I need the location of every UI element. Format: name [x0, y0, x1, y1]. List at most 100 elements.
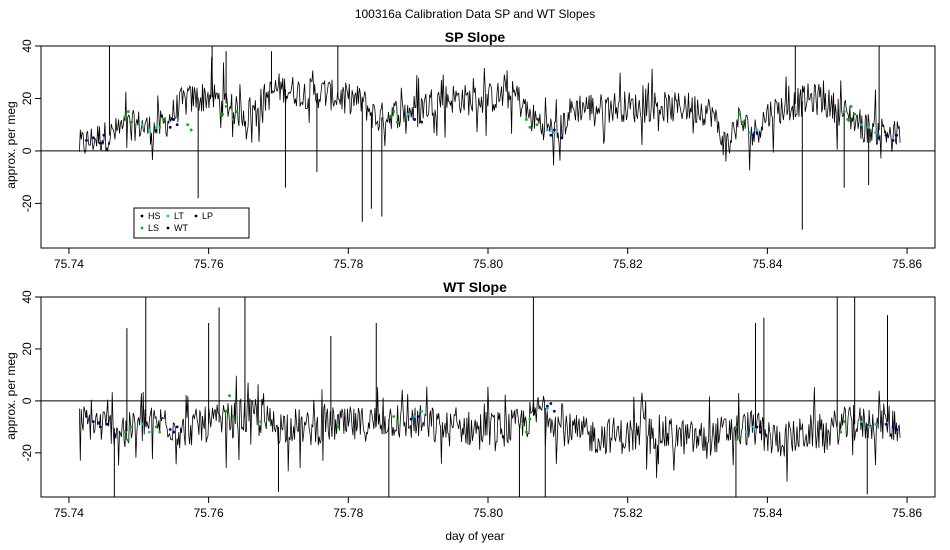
- point-ls: [528, 417, 532, 421]
- y-tick-label: 40: [20, 39, 34, 53]
- x-tick-label: 75.82: [613, 257, 643, 271]
- point-ls: [738, 112, 741, 116]
- point-lt: [420, 409, 424, 413]
- point-lt: [867, 125, 871, 129]
- point-ls: [231, 415, 235, 418]
- point-hs: [168, 125, 172, 129]
- point-hs: [891, 139, 895, 142]
- point-ls: [528, 125, 532, 129]
- point-ls: [842, 420, 846, 424]
- point-lt: [752, 425, 755, 429]
- point-ls: [186, 123, 190, 127]
- series-line-wt: [79, 375, 901, 482]
- legend-label-ls: LS: [148, 223, 159, 233]
- point-hs: [752, 133, 755, 137]
- x-tick-label: 75.84: [752, 257, 782, 271]
- point-hs: [895, 428, 898, 431]
- x-tick-label: 75.74: [54, 506, 84, 520]
- series-group: [79, 297, 901, 497]
- point-ls: [130, 425, 134, 429]
- y-tick-label: 20: [20, 91, 34, 105]
- legend-label-lt: LT: [174, 211, 184, 221]
- legend-marker-lp: [194, 214, 198, 218]
- legend: HS LT LP LS WT: [133, 207, 250, 239]
- point-hs: [755, 425, 759, 429]
- point-hs: [105, 422, 109, 426]
- x-tick-label: 75.86: [892, 257, 922, 271]
- panel-wt-slope: WT Slope approx. per meg 75.74 75.76 75.78…: [4, 279, 936, 520]
- point-ls: [189, 128, 193, 132]
- point-ls: [123, 115, 127, 119]
- point-ls: [126, 110, 130, 113]
- point-ls: [839, 430, 843, 434]
- point-ls: [525, 118, 528, 121]
- point-hs: [884, 133, 888, 137]
- point-lt: [874, 131, 878, 134]
- point-lt: [748, 131, 752, 134]
- point-hs: [175, 425, 179, 429]
- point-hs: [84, 415, 88, 418]
- y-tick-label: -20: [20, 194, 34, 212]
- point-hs: [884, 422, 888, 426]
- point-ls: [158, 125, 162, 129]
- point-hs: [758, 430, 762, 434]
- point-ls: [734, 425, 738, 429]
- y-tick-label: -20: [20, 444, 34, 462]
- point-ls: [741, 120, 745, 124]
- point-hs: [91, 136, 95, 140]
- panel-title-sp-slope: SP Slope: [445, 29, 506, 45]
- x-tick-label: 75.82: [613, 506, 643, 520]
- point-ls: [235, 110, 238, 113]
- point-lt: [154, 125, 158, 129]
- x-tick-label: 75.80: [473, 506, 503, 520]
- x-tick-label: 75.78: [333, 257, 363, 271]
- point-lt: [406, 112, 410, 116]
- legend-marker-wt: [166, 226, 170, 230]
- point-ls: [849, 104, 853, 108]
- point-lt: [413, 415, 417, 418]
- point-lt: [147, 430, 151, 434]
- point-hs: [552, 128, 556, 132]
- y-axis-label-wt: approx. per meg: [4, 352, 18, 439]
- series-line-wt: [79, 56, 901, 171]
- point-hs: [172, 118, 176, 121]
- point-ls: [161, 118, 165, 121]
- point-hs: [84, 139, 88, 142]
- x-tick-label: 75.78: [333, 506, 363, 520]
- point-ls: [224, 104, 228, 108]
- point-lt: [140, 422, 144, 426]
- point-hs: [102, 133, 106, 137]
- y-tick-label: 40: [20, 290, 34, 304]
- point-ls: [259, 420, 263, 424]
- point-ls: [846, 118, 850, 121]
- point-hs: [877, 136, 881, 140]
- point-hs: [175, 123, 179, 127]
- legend-marker-hs: [140, 214, 144, 218]
- point-hs: [549, 402, 553, 405]
- point-ls: [521, 422, 525, 426]
- legend-label-lp: LP: [202, 211, 213, 221]
- x-tick-label: 75.80: [473, 257, 503, 271]
- point-hs: [559, 136, 563, 140]
- plot-area-wt: [40, 296, 936, 498]
- point-ls: [842, 110, 846, 113]
- point-hs: [895, 133, 898, 137]
- point-lt: [860, 420, 864, 424]
- x-tick-label: 75.84: [752, 506, 782, 520]
- series-group: [79, 46, 901, 230]
- legend-box: [133, 207, 250, 239]
- point-hs: [552, 409, 556, 413]
- x-tick-label: 75.76: [194, 257, 224, 271]
- point-lt: [545, 407, 549, 411]
- y-axis-label-sp: approx. per meg: [4, 101, 18, 188]
- x-tick-label: 75.76: [194, 506, 224, 520]
- x-tick-label: 75.86: [892, 506, 922, 520]
- point-ls: [738, 435, 741, 439]
- axis-ticks-wt: 75.74 75.76 75.78 75.80 75.82 75.84 75.86 -20 0 2…: [20, 290, 922, 520]
- point-hs: [891, 425, 895, 429]
- point-lt: [755, 128, 759, 132]
- axis-ticks-sp: 75.74 75.76 75.78 75.80 75.82 75.84 75.86 -20 0 2…: [20, 39, 922, 271]
- point-lt: [867, 425, 871, 429]
- point-hs: [98, 425, 102, 429]
